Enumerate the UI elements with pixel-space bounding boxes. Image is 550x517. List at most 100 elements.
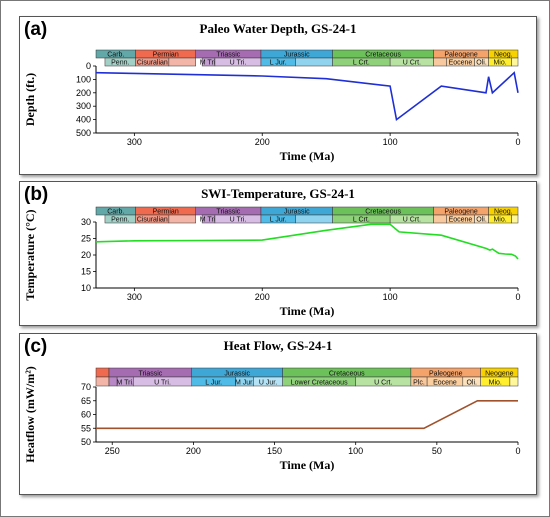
x-tick-label: 100 bbox=[348, 446, 363, 456]
epoch-label: U Tri. bbox=[230, 60, 247, 67]
y-axis-label: Depth (ft.) bbox=[23, 73, 37, 126]
epoch-label: Lower Cretaceous bbox=[291, 380, 348, 387]
epoch-label: Plc. bbox=[413, 380, 425, 387]
chart-svg: Carb. Permian Triassic Jurassic Cretaceous Pa… bbox=[23, 206, 521, 318]
panel-label: (c) bbox=[24, 336, 48, 357]
y-tick-label: 60 bbox=[81, 410, 91, 420]
y-tick-label: 50 bbox=[81, 437, 91, 447]
epoch-band bbox=[295, 57, 333, 67]
period-label: Jurassic bbox=[284, 52, 310, 59]
epoch-label: Penn. bbox=[111, 217, 129, 224]
period-label: Cretaceous bbox=[329, 371, 365, 378]
y-tick-label: 200 bbox=[76, 88, 91, 98]
x-tick-label: 0 bbox=[515, 292, 520, 302]
panel-paleo-water-depth: (a) Paleo Water Depth, GS-24-1 Carb. Perm… bbox=[19, 16, 537, 175]
data-series-line bbox=[95, 71, 519, 122]
x-tick-label: 50 bbox=[432, 446, 442, 456]
x-tick-label: 300 bbox=[127, 137, 142, 147]
x-tick-label: 0 bbox=[515, 446, 520, 456]
data-series-line bbox=[95, 223, 519, 260]
epoch-label: L Jur. bbox=[270, 217, 287, 224]
epoch-band bbox=[511, 214, 519, 224]
period-label: Paleogene bbox=[444, 209, 478, 216]
x-tick-label: 100 bbox=[383, 137, 398, 147]
y-tick-label: 300 bbox=[76, 101, 91, 111]
y-tick-label: 500 bbox=[76, 128, 91, 138]
x-tick-label: 250 bbox=[105, 446, 120, 456]
epoch-label: Eocene bbox=[449, 217, 473, 224]
panel-swi-temperature: (b) SWI-Temperature, GS-24-1 Carb. Permia… bbox=[19, 181, 537, 326]
period-label: Paleogene bbox=[429, 371, 463, 378]
x-tick-label: 0 bbox=[515, 137, 520, 147]
epoch-band bbox=[433, 57, 447, 67]
period-label: Jurassic bbox=[284, 209, 310, 216]
epoch-band bbox=[168, 57, 196, 67]
chart-title: Heat Flow, GS-24-1 bbox=[223, 338, 333, 353]
epoch-label: Mio. bbox=[493, 217, 506, 224]
epoch-label: M Tri. bbox=[200, 217, 218, 224]
epoch-label: Mio. bbox=[493, 60, 506, 67]
panel-label: (a) bbox=[24, 19, 48, 40]
epoch-label: Eocene bbox=[433, 380, 457, 387]
epoch-band bbox=[168, 214, 196, 224]
epoch-label: Cisuralian bbox=[137, 217, 168, 224]
x-tick-label: 200 bbox=[255, 292, 270, 302]
epoch-label: Mio. bbox=[489, 380, 502, 387]
epoch-label: U Jur. bbox=[259, 380, 277, 387]
epoch-label: L Crt. bbox=[353, 217, 370, 224]
epoch-label: Eocene bbox=[449, 60, 473, 67]
period-label: Permian bbox=[153, 209, 179, 216]
epoch-band bbox=[511, 57, 519, 67]
period-band bbox=[95, 367, 110, 378]
epoch-label: U Tri. bbox=[230, 217, 247, 224]
period-label: Cretaceous bbox=[365, 52, 401, 59]
y-tick-label: 30 bbox=[81, 217, 91, 227]
epoch-band bbox=[95, 376, 110, 387]
x-axis-label: Time (Ma) bbox=[280, 304, 335, 318]
panel-label: (b) bbox=[24, 184, 49, 205]
y-axis-label: Heatflow (mW/m²) bbox=[23, 366, 37, 463]
x-axis-label: Time (Ma) bbox=[280, 458, 335, 472]
y-tick-label: 65 bbox=[81, 396, 91, 406]
epoch-label: Oli. bbox=[476, 60, 487, 67]
x-axis-label: Time (Ma) bbox=[280, 149, 335, 163]
epoch-label: U Crt. bbox=[403, 60, 421, 67]
y-tick-label: 400 bbox=[76, 115, 91, 125]
epoch-label: M Tri. bbox=[200, 60, 218, 67]
chart-title: SWI-Temperature, GS-24-1 bbox=[201, 186, 355, 201]
y-axis-label: Temperature (°C) bbox=[23, 209, 37, 300]
y-tick-label: 25 bbox=[81, 234, 91, 244]
chart-svg: Carb. Permian Triassic Jurassic Cretaceous Pa… bbox=[23, 49, 521, 163]
panel-heat-flow: (c) Heat Flow, GS-24-1 Triassic Jurassic C… bbox=[19, 333, 537, 495]
period-label: Triassic bbox=[216, 52, 240, 59]
epoch-band bbox=[295, 214, 333, 224]
y-tick-label: 15 bbox=[81, 267, 91, 277]
period-label: Carb. bbox=[107, 209, 124, 216]
data-series-line bbox=[96, 400, 518, 430]
epoch-label: M Jur. bbox=[235, 380, 254, 387]
y-tick-label: 70 bbox=[81, 382, 91, 392]
epoch-label: U Tri. bbox=[154, 380, 171, 387]
y-tick-label: 10 bbox=[81, 283, 91, 293]
y-tick-label: 20 bbox=[81, 250, 91, 260]
x-tick-label: 100 bbox=[383, 292, 398, 302]
period-label: Cretaceous bbox=[365, 209, 401, 216]
epoch-label: Cisuralian bbox=[137, 60, 168, 67]
period-label: Triassic bbox=[216, 209, 240, 216]
epoch-band bbox=[509, 376, 519, 387]
x-tick-label: 150 bbox=[267, 446, 282, 456]
epoch-label: Oli. bbox=[476, 217, 487, 224]
period-label: Carb. bbox=[107, 52, 124, 59]
x-tick-label: 200 bbox=[255, 137, 270, 147]
epoch-label: L Jur. bbox=[205, 380, 222, 387]
period-label: Paleogene bbox=[444, 52, 478, 59]
chart-svg: Triassic Jurassic Cretaceous Paleogene Neoge… bbox=[23, 366, 521, 472]
epoch-label: L Jur. bbox=[270, 60, 287, 67]
x-tick-label: 300 bbox=[127, 292, 142, 302]
period-label: Jurassic bbox=[224, 371, 250, 378]
epoch-band bbox=[433, 214, 447, 224]
period-label: Neog. bbox=[494, 209, 513, 216]
epoch-label: U Crt. bbox=[403, 217, 421, 224]
period-label: Triassic bbox=[138, 371, 162, 378]
epoch-label: Oli. bbox=[466, 380, 477, 387]
